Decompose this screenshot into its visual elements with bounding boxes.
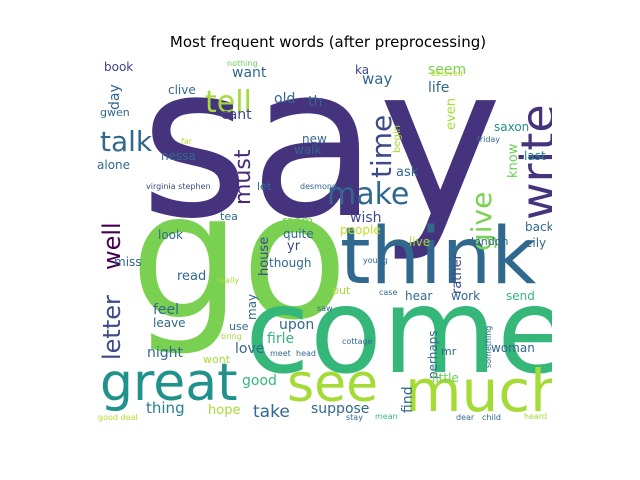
word-virginia-stephen: virginia stephen bbox=[146, 182, 211, 191]
word-see: see bbox=[287, 354, 379, 414]
word-rather: rather bbox=[450, 254, 465, 294]
word-saxon: saxon bbox=[494, 120, 530, 134]
word-must: must bbox=[231, 149, 256, 205]
word-th: th bbox=[308, 94, 323, 110]
word-upon: upon bbox=[279, 317, 315, 333]
word-great: great bbox=[100, 353, 238, 413]
word-desmond: desmond bbox=[300, 182, 338, 191]
word-young: young bbox=[363, 256, 388, 265]
word-eily: eily bbox=[525, 236, 547, 250]
word-new: new bbox=[302, 132, 327, 146]
word-mean: mean bbox=[375, 412, 398, 421]
chart-title: Most frequent words (after preprocessing… bbox=[169, 33, 487, 51]
word-let: let bbox=[257, 180, 272, 193]
word-make: make bbox=[327, 177, 410, 212]
word-heard: heard bbox=[524, 412, 548, 421]
word-far: far bbox=[181, 137, 193, 146]
word-back: back bbox=[525, 220, 552, 234]
word-case: case bbox=[379, 288, 398, 297]
word-friday: friday bbox=[477, 135, 501, 144]
word-find: find bbox=[400, 386, 416, 413]
word-night: night bbox=[147, 345, 184, 361]
word-even: even bbox=[444, 98, 459, 130]
word-life: life bbox=[428, 80, 450, 96]
word-book: book bbox=[104, 60, 134, 74]
word-seem: seem bbox=[428, 62, 467, 78]
word-alone: alone bbox=[97, 158, 131, 172]
word-work: work bbox=[451, 289, 481, 303]
word-much: much bbox=[405, 357, 552, 425]
word-head: head bbox=[296, 349, 316, 358]
word-think: think bbox=[340, 212, 537, 302]
word-wont: wont bbox=[203, 353, 231, 366]
word-feel: feel bbox=[153, 302, 180, 318]
word-last: last bbox=[524, 149, 546, 163]
word-though: though bbox=[269, 256, 312, 270]
word-woman: woman bbox=[491, 341, 535, 355]
word-yr: yr bbox=[287, 239, 301, 254]
word-mr: mr bbox=[441, 345, 457, 358]
word-look: look bbox=[158, 228, 183, 242]
word-firle: firle bbox=[267, 331, 295, 347]
word-saw: saw bbox=[317, 304, 333, 313]
word-meet: meet bbox=[270, 349, 291, 358]
word-hope: hope bbox=[208, 403, 241, 418]
word-good: good bbox=[242, 373, 277, 389]
word-cloud: say go come think write much great see make give t… bbox=[97, 58, 552, 426]
word-really: really bbox=[217, 276, 240, 285]
word-ask: ask bbox=[396, 165, 419, 180]
word-put: put bbox=[332, 284, 351, 297]
word-send: send bbox=[506, 289, 535, 303]
word-gwen: gwen bbox=[100, 106, 130, 119]
word-london: london bbox=[471, 235, 509, 248]
word-may: may bbox=[245, 293, 259, 320]
word-begin: begin bbox=[392, 125, 403, 153]
word-child: child bbox=[482, 413, 501, 422]
word-people: people bbox=[340, 223, 381, 237]
word-miss: miss bbox=[114, 255, 142, 269]
word-tell: tell bbox=[205, 85, 252, 120]
word-dear: dear bbox=[456, 413, 475, 422]
word-beloved: beloved bbox=[431, 69, 463, 78]
word-quite: quite bbox=[283, 227, 314, 241]
word-hear: hear bbox=[405, 289, 433, 303]
word-wish: wish bbox=[350, 210, 382, 226]
word-leave: leave bbox=[153, 316, 186, 330]
word-tea: tea bbox=[220, 210, 238, 223]
word-cant: cant bbox=[221, 107, 252, 123]
word-old: old bbox=[274, 91, 296, 107]
word-nothing: nothing bbox=[227, 59, 258, 68]
word-go: go bbox=[130, 156, 349, 359]
word-thing: thing bbox=[146, 399, 185, 417]
word-love: love bbox=[235, 341, 265, 357]
word-suppose: suppose bbox=[311, 401, 370, 417]
word-nessa: nessa bbox=[161, 149, 196, 163]
word-know: know bbox=[506, 143, 521, 178]
word-room: room bbox=[282, 214, 314, 228]
word-ka: ka bbox=[355, 63, 370, 77]
word-letter: letter bbox=[98, 295, 126, 360]
word-stay: stay bbox=[346, 413, 363, 422]
word-take: take bbox=[253, 402, 290, 422]
word-bring: bring bbox=[221, 332, 242, 341]
word-clive: clive bbox=[168, 83, 196, 97]
word-good-deal: good deal bbox=[98, 413, 138, 422]
word-live: live bbox=[409, 235, 431, 249]
word-read: read bbox=[177, 269, 207, 284]
word-use: use bbox=[229, 320, 249, 333]
word-cottage: cottage bbox=[342, 337, 373, 346]
word-way: way bbox=[362, 70, 393, 88]
word-little: little bbox=[432, 371, 459, 385]
word-talk: talk bbox=[100, 125, 153, 158]
word-walk: walk bbox=[294, 143, 322, 157]
word-come: come bbox=[245, 262, 552, 400]
word-say: say bbox=[140, 58, 503, 265]
word-want: want bbox=[232, 65, 267, 81]
